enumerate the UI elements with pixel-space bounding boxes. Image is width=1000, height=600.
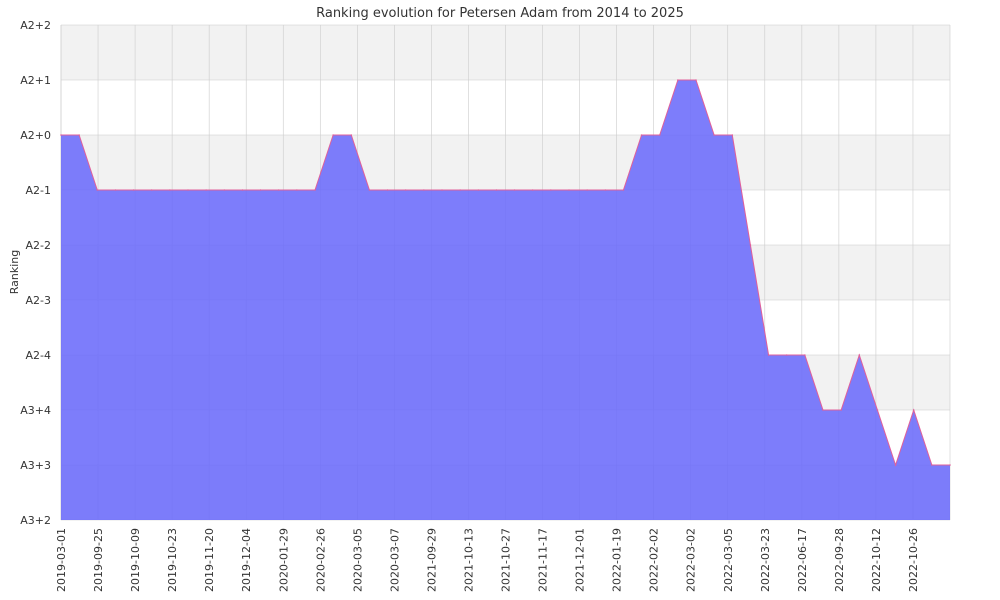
data-point: [840, 409, 842, 411]
data-point: [822, 409, 824, 411]
data-point: [223, 189, 226, 191]
data-point: [731, 134, 734, 136]
x-tick-label: 2022-09-28: [833, 528, 846, 592]
chart-title: Ranking evolution for Petersen Adam from…: [316, 6, 684, 21]
data-point: [658, 134, 661, 136]
x-tick-labels: 2019-03-01 2019-09-25 2019-10-09 2019-10-23…: [55, 528, 920, 592]
x-tick-label: 2021-12-01: [574, 528, 587, 592]
data-point: [931, 464, 933, 466]
y-tick-label: A2-4: [26, 349, 52, 362]
x-tick-label: 2019-10-09: [129, 528, 142, 592]
y-tick-label: A2+2: [20, 19, 51, 32]
area-layer: [60, 79, 951, 520]
x-tick-label: 2022-01-19: [611, 528, 624, 592]
y-tick-label: A2+0: [20, 129, 51, 142]
x-tick-label: 2021-10-13: [462, 528, 475, 592]
data-point: [568, 189, 570, 191]
y-tick-label: A2-3: [26, 294, 52, 307]
y-tick-label: A2-2: [26, 239, 52, 252]
data-point: [604, 189, 607, 191]
data-point: [78, 134, 80, 136]
data-point: [296, 189, 298, 191]
data-point: [259, 189, 262, 191]
data-point: [640, 134, 643, 136]
data-point: [114, 189, 117, 191]
x-tick-label: 2022-03-23: [759, 528, 772, 592]
data-point: [60, 134, 62, 136]
data-point: [459, 189, 461, 191]
data-point: [96, 189, 99, 191]
x-tick-label: 2021-09-29: [425, 528, 438, 592]
x-tick-label: 2019-09-25: [92, 528, 105, 592]
x-tick-label: 2022-03-05: [722, 528, 735, 592]
data-point: [423, 189, 425, 191]
series-line: [61, 79, 950, 467]
x-tick-label: 2020-03-07: [388, 528, 401, 592]
x-tick-label: 2022-10-26: [907, 528, 920, 592]
data-point: [187, 189, 189, 191]
data-point: [804, 354, 806, 356]
y-axis-label: Ranking: [8, 250, 21, 295]
data-point: [513, 189, 516, 191]
x-tick-label: 2020-03-05: [351, 528, 364, 592]
x-tick-label: 2021-10-27: [500, 528, 513, 592]
x-tick-label: 2020-02-26: [314, 528, 327, 592]
x-tick-label: 2019-12-04: [240, 528, 253, 592]
data-point: [785, 354, 788, 356]
data-point: [876, 409, 879, 411]
data-point: [749, 244, 752, 246]
y-tick-label: A3+2: [20, 514, 51, 527]
data-point: [949, 464, 951, 466]
data-point: [205, 189, 207, 191]
data-point: [894, 464, 897, 466]
y-tick-label: A2-1: [26, 184, 52, 197]
data-point: [404, 189, 407, 191]
y-tick-label: A3+3: [20, 459, 51, 472]
y-tick-label: A2+1: [20, 74, 51, 87]
data-point: [912, 409, 915, 411]
y-tick-label: A3+4: [20, 404, 51, 417]
data-point: [713, 134, 715, 136]
y-tick-labels: A3+2 A3+3 A3+4 A2-4 A2-3 A2-2 A2-1 A2+0 A2+1 A2+2: [20, 19, 51, 527]
x-tick-label: 2021-11-17: [537, 528, 550, 592]
data-point: [332, 134, 334, 136]
x-tick-label: 2022-06-17: [796, 528, 809, 592]
data-point: [531, 189, 534, 191]
data-point: [169, 189, 171, 191]
x-tick-label: 2022-02-02: [648, 528, 661, 592]
x-tick-label: 2019-03-01: [55, 528, 68, 592]
data-point: [441, 189, 443, 191]
data-point: [350, 134, 353, 136]
data-point: [858, 354, 861, 356]
data-point: [495, 189, 498, 191]
data-point: [677, 79, 679, 81]
x-tick-label: 2022-03-02: [685, 528, 698, 592]
x-tick-label: 2020-01-29: [277, 528, 290, 592]
data-point: [695, 79, 697, 81]
data-point: [277, 189, 280, 191]
data-point: [550, 189, 552, 191]
x-tick-label: 2019-10-23: [166, 528, 179, 592]
x-tick-label: 2019-11-20: [203, 528, 216, 592]
data-point: [622, 189, 625, 191]
data-point: [241, 189, 244, 191]
data-point: [150, 189, 153, 191]
data-point: [586, 189, 588, 191]
data-point: [767, 354, 770, 356]
data-point: [314, 189, 316, 191]
data-point: [477, 189, 480, 191]
data-point: [368, 189, 371, 191]
x-tick-label: 2022-10-12: [870, 528, 883, 592]
data-point: [132, 189, 135, 191]
data-point: [386, 189, 389, 191]
